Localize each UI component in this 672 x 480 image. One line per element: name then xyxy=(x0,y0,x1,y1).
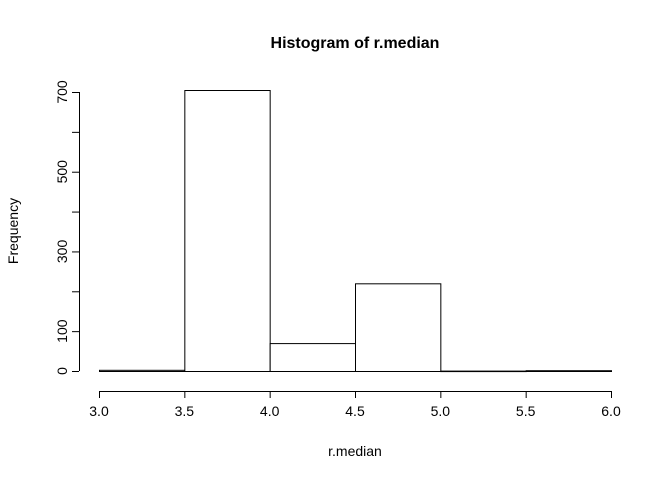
x-tick-label: 4.0 xyxy=(260,403,280,419)
chart-title: Histogram of r.median xyxy=(271,35,440,52)
y-axis: 0 100 300 500 700 xyxy=(54,80,80,375)
x-axis-label: r.median xyxy=(328,443,382,459)
y-tick-label: 100 xyxy=(54,319,70,343)
x-axis: 3.0 3.5 4.0 4.5 5.0 5.5 6.0 xyxy=(89,391,621,419)
histogram-bar xyxy=(269,343,356,373)
y-tick-label: 300 xyxy=(54,240,70,264)
x-tick-label: 3.5 xyxy=(175,403,195,419)
histogram-bar xyxy=(355,283,442,373)
y-axis-label: Frequency xyxy=(5,198,21,264)
histogram-bar xyxy=(525,370,613,372)
histogram-bar xyxy=(440,370,527,373)
y-tick-label: 0 xyxy=(54,367,70,375)
x-tick-label: 5.5 xyxy=(516,403,536,419)
x-tick-label: 6.0 xyxy=(601,403,621,419)
y-tick-label: 500 xyxy=(54,160,70,184)
x-tick-label: 3.0 xyxy=(89,403,109,419)
histogram-bars xyxy=(99,90,613,373)
x-tick-label: 4.5 xyxy=(345,403,365,419)
x-tick-label: 5.0 xyxy=(431,403,451,419)
histogram-bar xyxy=(184,90,271,372)
y-tick-label: 700 xyxy=(54,80,70,104)
histogram-bar xyxy=(99,369,186,373)
